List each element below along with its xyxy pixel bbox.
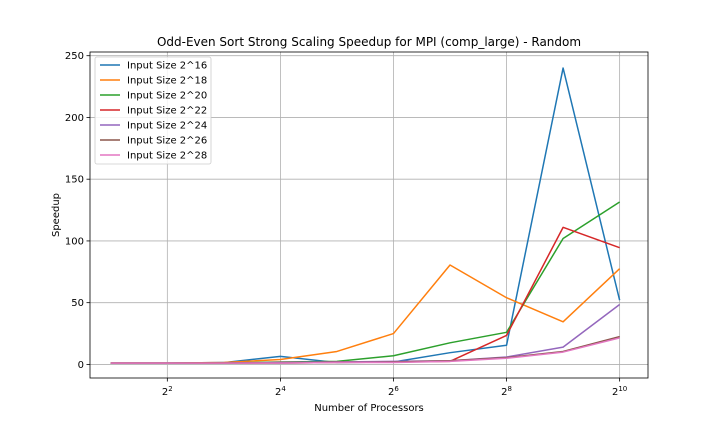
chart-title: Odd-Even Sort Strong Scaling Speedup for…: [157, 35, 581, 49]
x-tick-exponent: 8: [508, 385, 512, 393]
x-tick-exponent: 4: [281, 385, 286, 393]
x-tick-label: 28: [501, 385, 512, 398]
legend-label: Input Size 2^26: [127, 136, 207, 147]
legend-box: [94, 56, 212, 165]
legend-label: Input Size 2^16: [127, 61, 207, 72]
x-tick-base: 2: [275, 387, 281, 398]
x-tick-label: 22: [162, 385, 173, 398]
legend-label: Input Size 2^24: [127, 121, 207, 132]
x-tick-base: 2: [612, 387, 618, 398]
legend-label: Input Size 2^28: [127, 151, 207, 162]
y-tick-label: 250: [65, 51, 84, 62]
grid-lines: [90, 52, 648, 378]
legend: Input Size 2^16 Input Size 2^18 Input Size…: [94, 56, 212, 165]
plot-area-frame: [89, 51, 649, 379]
legend-label: Input Size 2^20: [127, 91, 207, 102]
x-axis-ticks: 22 24 26 28 210: [162, 378, 627, 398]
y-tick-label: 200: [65, 113, 84, 124]
y-axis-ticks: 0 50 100 150 200 250: [65, 51, 90, 371]
x-axis-label: Number of Processors: [314, 403, 424, 414]
x-tick-label: 26: [388, 385, 399, 398]
x-tick-base: 2: [162, 387, 168, 398]
x-tick-exponent: 6: [394, 385, 399, 393]
x-tick-exponent: 10: [618, 385, 627, 393]
series-line-2: [110, 264, 621, 364]
series-line-7: [110, 337, 620, 364]
x-tick-exponent: 2: [168, 385, 172, 393]
y-tick-label: 100: [65, 236, 84, 247]
x-tick-base: 2: [501, 387, 507, 398]
legend-label: Input Size 2^18: [127, 76, 207, 87]
legend-label: Input Size 2^22: [127, 106, 207, 117]
x-tick-base: 2: [388, 387, 394, 398]
x-tick-label: 210: [612, 385, 627, 398]
y-axis-label: Speedup: [51, 193, 62, 237]
series-lines: [110, 67, 621, 364]
y-tick-label: 50: [71, 298, 84, 309]
series-line-3: [110, 201, 621, 364]
y-tick-label: 150: [65, 175, 84, 186]
y-tick-label: 0: [78, 360, 84, 371]
x-tick-label: 24: [275, 385, 286, 398]
